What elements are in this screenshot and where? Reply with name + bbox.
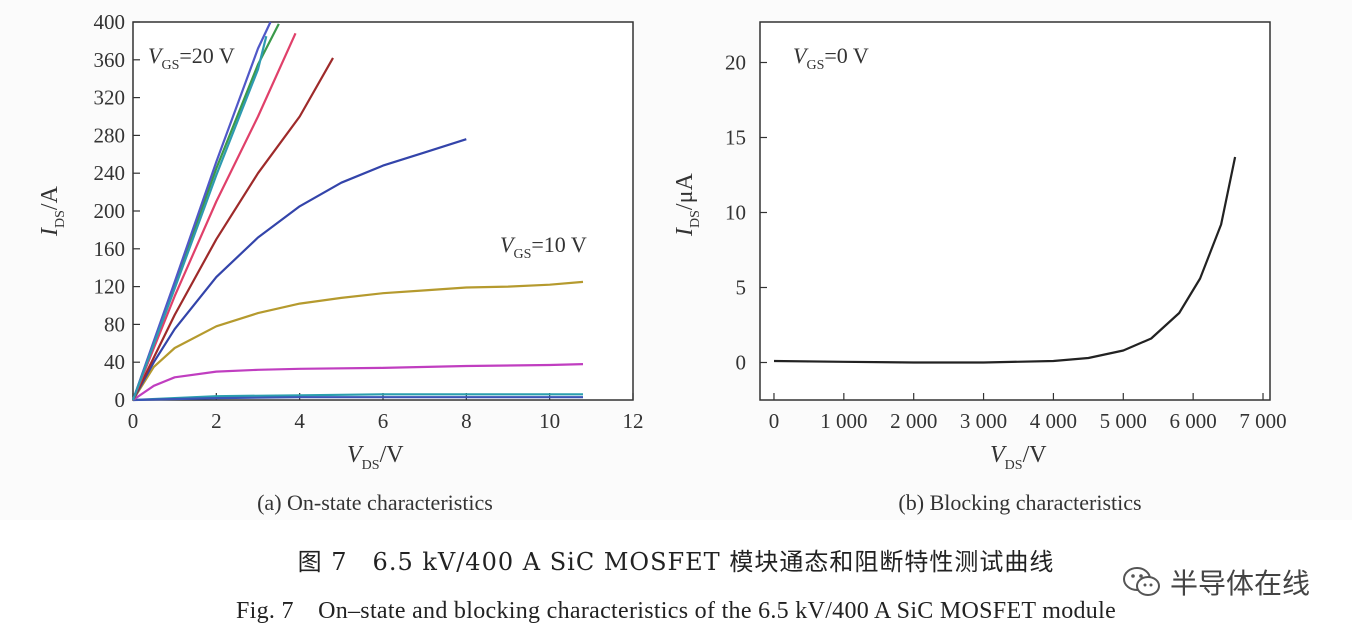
chart-a-x-ticks: 0 2 4 6 8 10 12 <box>128 393 644 433</box>
chart-b-y-tick-label: 5 <box>736 276 747 300</box>
chart-b-x-label: VDS/V <box>990 442 1047 473</box>
chart-b-y-tick-label: 10 <box>725 201 746 225</box>
chart-a-y-tick-label: 320 <box>94 86 126 110</box>
chart-b: 0 1 000 2 000 3 000 4 000 5 000 6 000 7 000 0 5 1… <box>672 21 1287 515</box>
chart-a-annotation-2: VGS=10 V <box>500 232 587 262</box>
chart-a-y-tick-label: 360 <box>94 48 126 72</box>
chart-a-x-tick-label: 12 <box>623 409 644 433</box>
chart-b-y-ticks: 0 5 10 15 20 <box>725 51 767 375</box>
chart-b-series-line-1 <box>773 156 1237 364</box>
chart-svg: 0 2 4 6 8 10 12 04080120160200240280320360400 … <box>37 10 1287 515</box>
chart-a-series-line-3 <box>132 363 584 401</box>
figure-caption-english: Fig. 7 On–state and blocking characteris… <box>235 598 1117 624</box>
chart-a-x-tick-label: 10 <box>539 409 560 433</box>
figure-caption-chinese: 图 7 6.5 kV/400 A SiC MOSFET 模块通态和阻断特性测试曲… <box>297 548 1055 576</box>
chart-a-y-tick-label: 200 <box>94 199 126 223</box>
chart-b-x-tick-label: 4 000 <box>1030 409 1077 433</box>
watermark-text: 半导体在线 <box>1169 567 1310 600</box>
chart-a-x-label: VDS/V <box>347 442 404 473</box>
chart-a-x-tick-label: 0 <box>128 409 139 433</box>
chart-a-x-tick-label: 6 <box>378 409 389 433</box>
chart-b-y-label: IDS/μA <box>672 173 703 237</box>
chart-b-x-tick-label: 1 000 <box>820 409 867 433</box>
chart-b-x-tick-label: 0 <box>769 409 780 433</box>
chart-b-frame <box>759 21 1271 401</box>
chart-a-frame <box>132 21 634 401</box>
chart-b-y-tick-label: 20 <box>725 51 746 75</box>
chart-a-series-line-2 <box>132 396 583 402</box>
chart-b-x-tick-label: 2 000 <box>890 409 937 433</box>
chart-b-x-tick-label: 3 000 <box>960 409 1007 433</box>
chart-a-x-tick-label: 8 <box>461 409 472 433</box>
chart-a-series-line-10 <box>131 35 268 401</box>
chart-b-y-tick-label: 15 <box>725 126 746 150</box>
chart-b-x-tick-label: 6 000 <box>1170 409 1217 433</box>
chart-a-series <box>131 21 584 402</box>
chart-b-series <box>773 156 1237 364</box>
chart-a-x-tick-label: 2 <box>211 409 222 433</box>
chart-a-y-tick-label: 160 <box>94 237 126 261</box>
chart-a-y-tick-label: 40 <box>104 350 125 374</box>
chart-a-y-tick-label: 0 <box>115 388 126 412</box>
chart-b-x-tick-label: 7 000 <box>1239 409 1286 433</box>
chart-a-subtitle: (a) On-state characteristics <box>257 490 493 515</box>
chart-a-series-line-1 <box>132 393 583 402</box>
chart-a-y-tick-label: 280 <box>94 123 126 147</box>
wechat-icon <box>1122 567 1160 596</box>
chart-a-y-label: IDS/A <box>37 185 68 237</box>
chart-a-series-line-7 <box>131 32 297 401</box>
chart-b-annotation: VGS=0 V <box>793 43 869 73</box>
chart-a-annotation-1: VGS=20 V <box>148 43 235 73</box>
chart-a-series-line-5 <box>132 138 467 401</box>
chart-b-x-tick-label: 5 000 <box>1100 409 1147 433</box>
chart-b-x-ticks: 0 1 000 2 000 3 000 4 000 5 000 6 000 7 000 <box>769 393 1287 433</box>
chart-a-y-tick-label: 120 <box>94 275 126 299</box>
figure: 0 2 4 6 8 10 12 0 40 80 120 160 200 240 280 320 360 400 … <box>37 10 1287 515</box>
chart-b-subtitle: (b) Blocking characteristics <box>898 490 1141 515</box>
chart-a-series-line-6 <box>132 57 334 401</box>
watermark: 半导体在线 <box>1122 562 1310 602</box>
chart-a-x-tick-label: 4 <box>294 409 305 433</box>
chart-a-y-tick-label: 240 <box>94 161 126 185</box>
chart-a-series-line-4 <box>132 280 584 401</box>
chart-a-series-line-9 <box>131 21 272 401</box>
chart-a-y-tick-label: 80 <box>104 312 125 336</box>
chart-a-y-ticks: 0 40 80 120 160 200 240 280 320 360 400 <box>94 10 140 412</box>
chart-a: 0 2 4 6 8 10 12 04080120160200240280320360400 … <box>37 10 644 515</box>
chart-b-y-tick-label: 0 <box>736 351 747 375</box>
chart-a-y-tick-label: 400 <box>94 10 126 34</box>
